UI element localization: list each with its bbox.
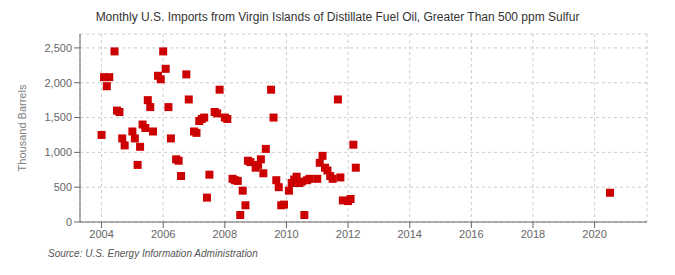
svg-text:1,500: 1,500 [44, 111, 72, 123]
svg-text:2016: 2016 [459, 228, 483, 240]
svg-text:500: 500 [54, 181, 72, 193]
svg-text:2008: 2008 [213, 228, 237, 240]
svg-text:2012: 2012 [336, 228, 360, 240]
html-text:Source: U.S. Energy Informatio: Source: U.S. Energy Information Administ… [48, 248, 258, 259]
svg-text:2,000: 2,000 [44, 77, 72, 89]
svg-text:2018: 2018 [521, 228, 545, 240]
svg-text:2004: 2004 [89, 228, 113, 240]
svg-text:0: 0 [66, 216, 72, 228]
svg-text:1,000: 1,000 [44, 146, 72, 158]
html-text:Monthly U.S. Imports from Virg: Monthly U.S. Imports from Virgin Islands… [95, 10, 580, 24]
svg-text:2,500: 2,500 [44, 42, 72, 54]
svg-text:2014: 2014 [397, 228, 421, 240]
svg-text:2020: 2020 [582, 228, 606, 240]
svg-text:Thousand Barrels: Thousand Barrels [16, 84, 28, 171]
svg-text:2006: 2006 [151, 228, 175, 240]
svg-text:2010: 2010 [274, 228, 298, 240]
